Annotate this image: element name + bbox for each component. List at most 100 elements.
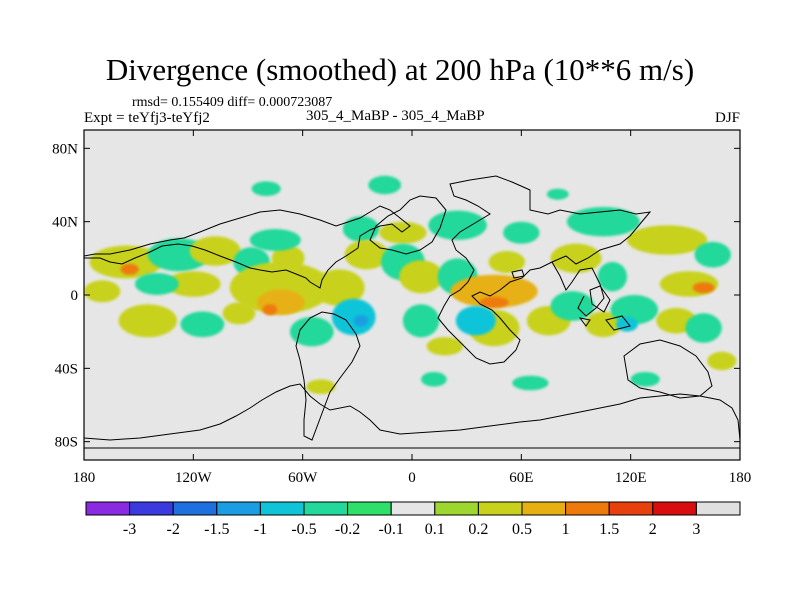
region-33 bbox=[488, 251, 525, 273]
colorbar-swatch-9 bbox=[477, 501, 523, 516]
region-3 bbox=[189, 236, 241, 266]
coastline-greenland bbox=[369, 195, 447, 255]
colorbar-label: -0.2 bbox=[335, 521, 360, 538]
colorbar-swatch-2 bbox=[172, 501, 218, 516]
colorbar-label: -1 bbox=[254, 521, 267, 538]
colorbar-swatch-5 bbox=[303, 501, 349, 516]
y-tick-label: 40S bbox=[55, 361, 78, 377]
colorbar-swatch-14 bbox=[695, 501, 741, 516]
region-22 bbox=[379, 221, 427, 244]
x-tick-label: 180 bbox=[729, 470, 752, 486]
colorbar-swatch-3 bbox=[216, 501, 261, 516]
region-32 bbox=[455, 306, 496, 336]
colorbar-swatch-8 bbox=[434, 501, 479, 516]
colorbar-label: 0.5 bbox=[512, 521, 532, 538]
region-9 bbox=[222, 302, 256, 325]
colorbar-label: 2 bbox=[649, 521, 657, 538]
region-12 bbox=[249, 229, 301, 251]
region-6 bbox=[84, 280, 121, 303]
y-tick-label: 0 bbox=[71, 288, 79, 304]
colorbar-swatch-1 bbox=[129, 501, 174, 516]
stats-label: rmsd= 0.155409 diff= 0.000723087 bbox=[132, 95, 333, 110]
y-tick-label: 80N bbox=[52, 141, 78, 157]
region-19 bbox=[353, 315, 369, 327]
colorbar-swatch-13 bbox=[652, 501, 697, 516]
x-tick-label: 60E bbox=[509, 470, 533, 486]
region-4 bbox=[166, 271, 221, 297]
region-37 bbox=[550, 243, 602, 273]
coastline-south-america bbox=[295, 311, 361, 441]
colorbar-label: 3 bbox=[692, 521, 700, 538]
colorbar-swatch-12 bbox=[608, 501, 654, 516]
region-30 bbox=[479, 296, 509, 308]
colorbar-label: 1.5 bbox=[599, 521, 619, 538]
coastline-south-asia bbox=[551, 261, 605, 317]
colorbar-swatch-6 bbox=[347, 501, 392, 516]
coastline-australia bbox=[623, 339, 713, 399]
region-40 bbox=[597, 262, 628, 292]
x-tick-label: 120W bbox=[175, 470, 213, 486]
colorbar-label: -3 bbox=[123, 521, 136, 538]
region-21 bbox=[344, 240, 389, 270]
coastline-north-america bbox=[84, 205, 411, 289]
region-24 bbox=[399, 260, 443, 294]
region-18 bbox=[331, 298, 376, 336]
region-56 bbox=[421, 372, 447, 387]
region-15 bbox=[262, 304, 278, 316]
coastline-islands bbox=[511, 269, 631, 331]
y-tick-label: 40N bbox=[52, 215, 78, 231]
colorbar-swatch-4 bbox=[259, 501, 305, 516]
x-axis: 180 120W 60W 0 60E 120E 180 bbox=[73, 130, 752, 486]
colorbar-label: -0.5 bbox=[291, 521, 316, 538]
colorbar-label: 0.2 bbox=[468, 521, 488, 538]
y-axis: 80N 40N 0 40S 80S bbox=[52, 141, 740, 451]
chart-title: Divergence (smoothed) at 200 hPa (10**6 … bbox=[105, 52, 695, 87]
region-54 bbox=[546, 188, 569, 200]
region-28 bbox=[426, 337, 463, 356]
region-7 bbox=[118, 304, 177, 338]
case-label: 305_4_MaBP - 305_4_MaBP bbox=[306, 108, 485, 124]
colorbar-label: -2 bbox=[167, 521, 180, 538]
y-tick-label: 80S bbox=[55, 435, 78, 451]
region-44 bbox=[630, 372, 660, 387]
region-27 bbox=[428, 210, 487, 240]
region-17 bbox=[313, 269, 365, 307]
colorbar-label: -1.5 bbox=[204, 521, 229, 538]
region-47 bbox=[692, 282, 715, 294]
x-tick-label: 180 bbox=[73, 470, 96, 486]
colorbar-label: -0.1 bbox=[379, 521, 404, 538]
region-8 bbox=[180, 311, 225, 338]
colorbar-label: 1 bbox=[562, 521, 570, 538]
region-50 bbox=[694, 241, 731, 268]
region-36 bbox=[512, 375, 549, 391]
colorbar: -3 -2 -1.5 -1 -0.5 -0.2 -0.1 0.1 0.2 0.5 1 1.5 2 3 bbox=[85, 501, 741, 538]
region-49 bbox=[685, 313, 722, 343]
x-tick-label: 120E bbox=[615, 470, 647, 486]
colorbar-swatch-10 bbox=[521, 501, 567, 516]
region-53 bbox=[368, 175, 402, 195]
region-16 bbox=[289, 317, 334, 347]
contour-fills bbox=[84, 175, 737, 395]
region-1 bbox=[120, 263, 139, 275]
region-55 bbox=[306, 379, 336, 395]
region-20 bbox=[342, 216, 380, 242]
coastline-eurasia-africa bbox=[437, 175, 652, 365]
x-tick-label: 60W bbox=[288, 470, 318, 486]
coastlines bbox=[84, 175, 740, 449]
region-29 bbox=[450, 274, 538, 308]
region-25 bbox=[402, 304, 440, 338]
colorbar-swatch-11 bbox=[565, 501, 610, 516]
region-45 bbox=[627, 225, 708, 255]
region-51 bbox=[707, 351, 737, 371]
coastline-antarctica bbox=[84, 383, 740, 449]
x-tick-label: 0 bbox=[408, 470, 416, 486]
colorbar-swatch-0 bbox=[85, 501, 131, 516]
experiment-label: Expt = teYfj3-teYfj2 bbox=[84, 110, 210, 126]
colorbar-swatch-7 bbox=[390, 501, 436, 516]
region-39 bbox=[566, 207, 640, 237]
region-34 bbox=[503, 221, 540, 244]
region-5 bbox=[135, 273, 179, 295]
region-43 bbox=[616, 317, 638, 332]
region-38 bbox=[550, 291, 595, 321]
